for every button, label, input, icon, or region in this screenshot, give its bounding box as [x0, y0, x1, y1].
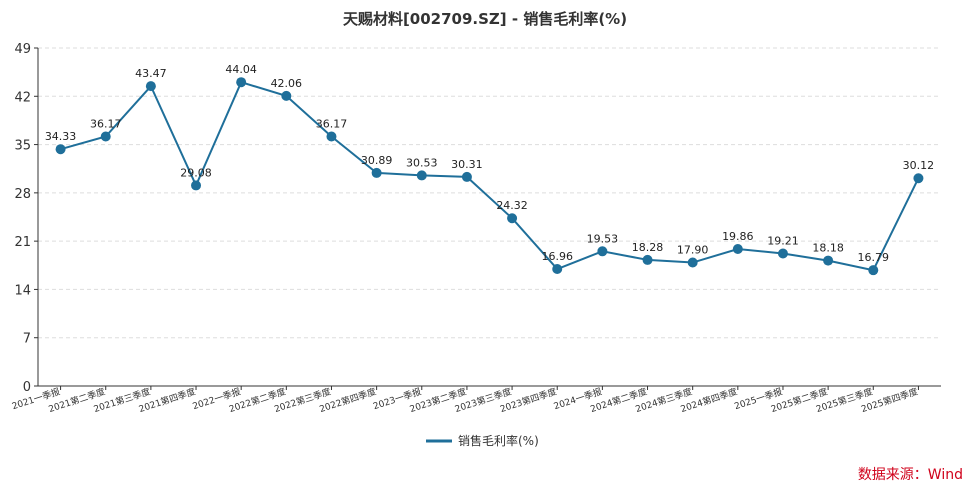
y-tick-label: 14	[14, 283, 31, 298]
data-label: 18.18	[812, 242, 844, 255]
data-point[interactable]	[236, 77, 247, 88]
y-axis-ticks: 0 7 14 21 28 35 42 49	[14, 42, 38, 395]
axes	[37, 48, 941, 387]
data-point[interactable]	[416, 170, 427, 181]
data-label: 29.08	[180, 166, 212, 179]
y-tick-label: 0	[23, 380, 31, 395]
source-note: 数据来源：Wind	[857, 467, 963, 483]
data-label: 30.53	[406, 156, 438, 169]
data-label: 43.47	[135, 67, 167, 80]
data-label: 34.33	[45, 130, 77, 143]
data-point[interactable]	[732, 244, 743, 255]
data-label: 44.04	[225, 63, 257, 76]
data-label: 36.17	[316, 118, 348, 131]
data-label: 42.06	[271, 77, 303, 90]
data-point[interactable]	[145, 81, 156, 92]
data-point[interactable]	[100, 131, 111, 142]
data-point[interactable]	[823, 255, 834, 266]
legend[interactable]: 销售毛利率(%)	[426, 433, 539, 448]
data-point[interactable]	[597, 246, 608, 257]
series-line	[60, 80, 920, 272]
data-label: 19.86	[722, 230, 754, 243]
data-label: 19.53	[587, 232, 619, 245]
data-label: 17.90	[677, 244, 709, 257]
data-point[interactable]	[507, 213, 518, 224]
y-tick-label: 49	[14, 42, 31, 57]
data-label: 24.32	[496, 199, 528, 212]
y-tick-label: 28	[14, 187, 31, 202]
chart-title: 天赐材料[002709.SZ] - 销售毛利率(%)	[343, 10, 627, 28]
data-point[interactable]	[461, 171, 472, 182]
data-label: 18.28	[632, 241, 664, 254]
x-axis-ticks: 2021一季报2021第二季度2021第三季度2021第四季度2022一季报20…	[10, 385, 919, 415]
grid-lines	[38, 47, 941, 339]
data-label: 16.96	[541, 250, 573, 263]
data-point[interactable]	[642, 254, 653, 265]
data-point[interactable]	[777, 248, 788, 259]
y-tick-label: 21	[14, 235, 31, 250]
data-point[interactable]	[552, 264, 563, 275]
y-tick-label: 7	[23, 332, 31, 347]
y-tick-label: 35	[14, 139, 31, 154]
data-label: 30.12	[903, 159, 935, 172]
data-point[interactable]	[326, 131, 337, 142]
data-point[interactable]	[371, 167, 382, 178]
series-group: 34.33 36.17 43.47 29.08 44.04 42.06 36.17 30.89…	[45, 63, 935, 276]
data-point[interactable]	[191, 180, 202, 191]
data-point[interactable]	[868, 265, 879, 276]
data-point[interactable]	[281, 90, 292, 101]
data-label: 30.31	[451, 158, 483, 171]
data-label: 19.21	[767, 234, 799, 247]
data-point[interactable]	[55, 144, 66, 155]
data-point[interactable]	[913, 173, 924, 184]
data-label: 36.17	[90, 118, 122, 131]
data-point[interactable]	[687, 257, 698, 268]
y-tick-label: 42	[14, 90, 31, 105]
data-label: 16.79	[858, 251, 890, 264]
legend-label: 销售毛利率(%)	[458, 433, 539, 448]
data-label: 30.89	[361, 154, 393, 167]
